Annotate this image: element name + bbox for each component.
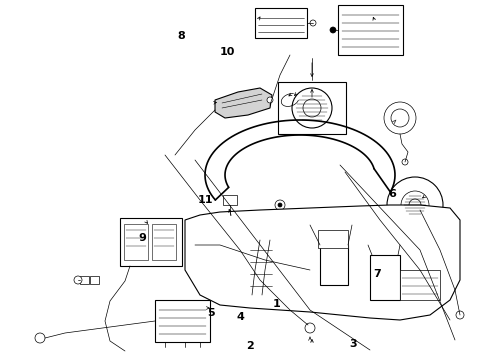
Bar <box>152 224 176 260</box>
Bar <box>320 245 348 285</box>
Text: 7: 7 <box>373 269 381 279</box>
Bar <box>318 230 348 248</box>
Circle shape <box>456 311 464 319</box>
Bar <box>370 255 400 300</box>
Circle shape <box>384 102 416 134</box>
Circle shape <box>310 20 316 26</box>
Bar <box>90 276 99 284</box>
Bar <box>255 8 307 38</box>
Text: 11: 11 <box>198 195 214 205</box>
Circle shape <box>74 276 82 284</box>
Text: 10: 10 <box>220 47 236 57</box>
Circle shape <box>267 97 273 103</box>
Text: 5: 5 <box>207 308 215 318</box>
Text: 2: 2 <box>246 341 254 351</box>
Circle shape <box>227 212 233 218</box>
Text: 3: 3 <box>349 339 357 349</box>
Circle shape <box>391 109 409 127</box>
Circle shape <box>402 159 408 165</box>
Circle shape <box>305 323 315 333</box>
Bar <box>124 224 148 260</box>
Circle shape <box>278 203 282 207</box>
Bar <box>400 270 440 300</box>
Circle shape <box>387 177 443 233</box>
Bar <box>278 82 346 134</box>
Bar <box>155 300 210 342</box>
Circle shape <box>35 333 45 343</box>
Bar <box>223 195 237 205</box>
Circle shape <box>409 199 421 211</box>
Circle shape <box>401 191 429 219</box>
Bar <box>338 5 403 55</box>
Text: 4: 4 <box>236 312 244 322</box>
Bar <box>80 276 89 284</box>
Circle shape <box>303 99 321 117</box>
Circle shape <box>292 88 332 128</box>
Text: 6: 6 <box>388 189 396 199</box>
Text: 8: 8 <box>177 31 185 41</box>
Text: 9: 9 <box>138 233 146 243</box>
Polygon shape <box>215 88 272 118</box>
Circle shape <box>330 27 336 33</box>
Text: 1: 1 <box>273 299 281 309</box>
Polygon shape <box>185 205 460 320</box>
Circle shape <box>275 200 285 210</box>
Bar <box>120 218 182 266</box>
